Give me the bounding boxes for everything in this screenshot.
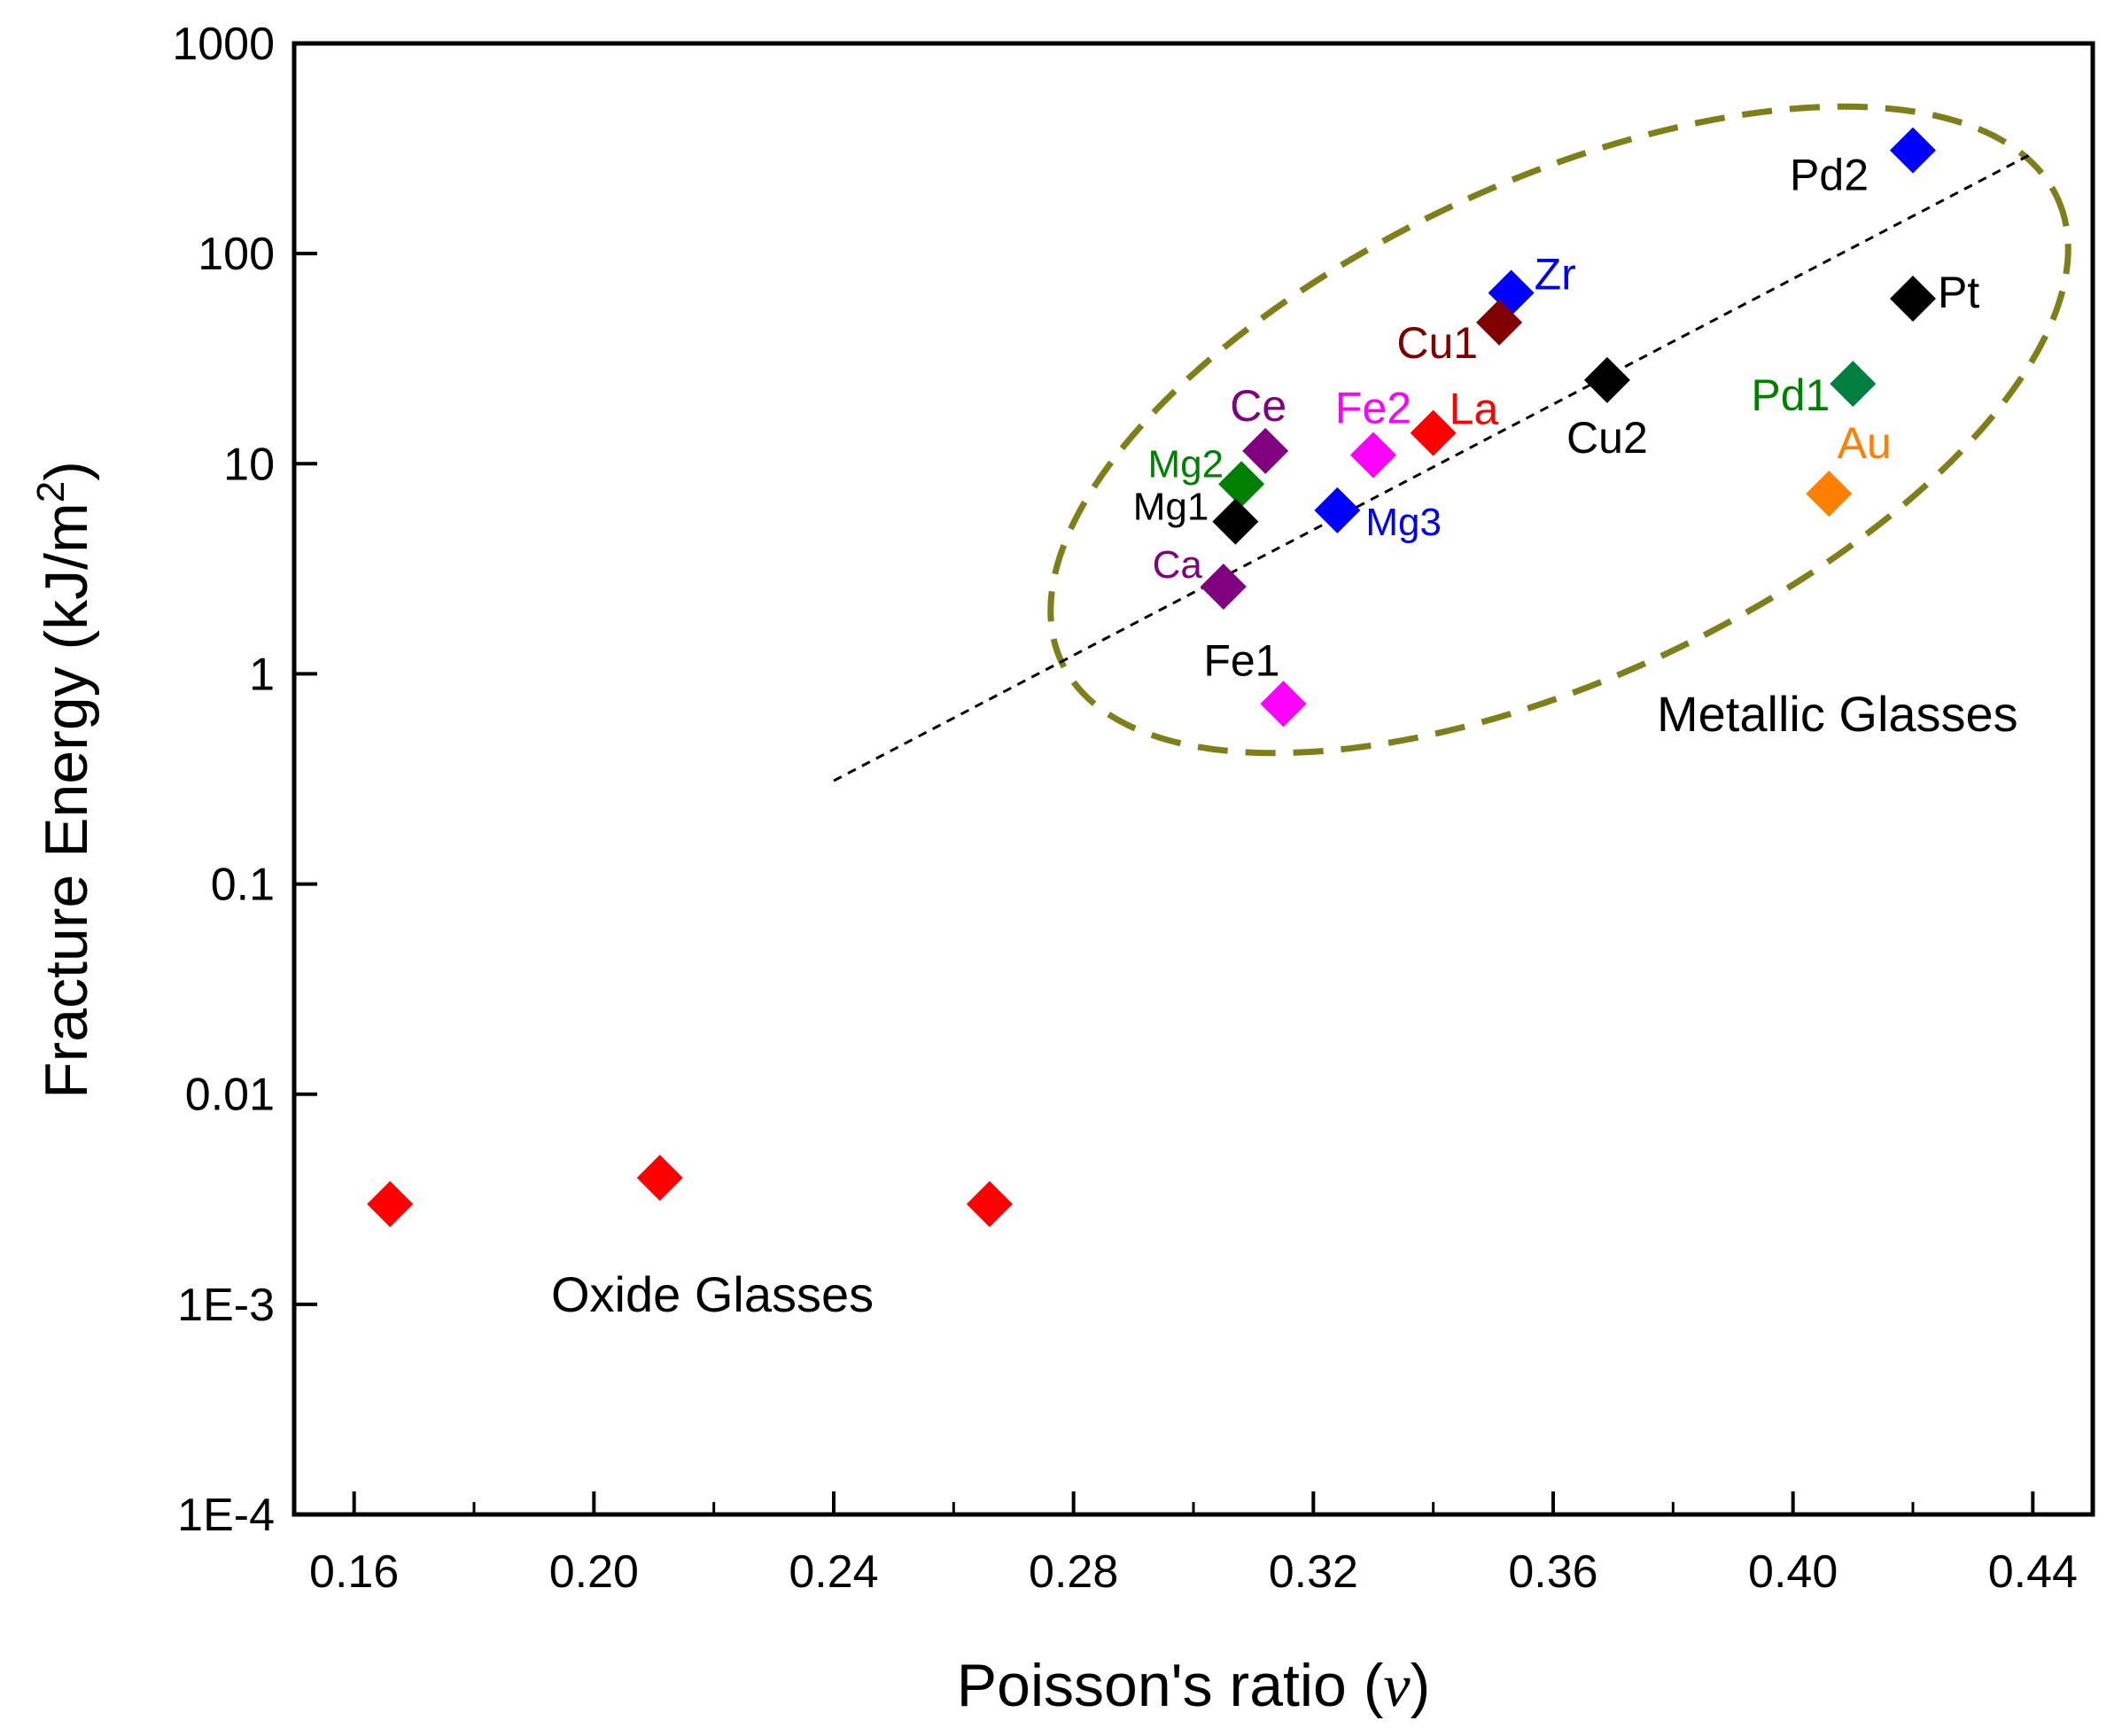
label-pd1: Pd1 [1751,370,1830,420]
oxide-glasses-label: Oxide Glasses [551,1266,874,1322]
x-tick-label: 0.24 [789,1546,878,1598]
point-ca [1200,564,1247,611]
y-tick-label: 10 [223,439,275,490]
point-mg1 [1212,498,1259,545]
y-tick-label: 1E-4 [177,1490,275,1541]
point-pd2 [1890,127,1936,174]
point-fe1 [1260,681,1307,728]
label-ca: Ca [1153,543,1203,587]
point-pt [1890,276,1936,323]
y-tick-label: 1E-3 [177,1280,275,1331]
x-tick-label: 0.40 [1748,1546,1838,1598]
x-tick-label: 0.44 [1988,1546,2078,1598]
y-tick-label: 1 [249,649,275,700]
point-mg3 [1314,487,1361,533]
y-tick-label: 1000 [172,19,275,70]
label-pt: Pt [1938,268,1979,317]
metallic-glasses-label: Metallic Glasses [1657,686,2018,742]
point-labels: Pd2 Zr Pt Cu1 Cu2 Pd1 La Ce Fe2 Mg2 Au Mg3 Mg1 Ca Fe1 [1133,151,1980,686]
label-zr: Zr [1535,250,1576,300]
point-oxide-3 [966,1180,1013,1227]
y-tick-label: 100 [198,229,275,280]
metallic-glasses-ellipse [1047,103,2071,757]
label-cu2: Cu2 [1566,413,1648,463]
y-tick-label: 0.1 [211,860,275,911]
label-ce: Ce [1230,381,1286,431]
y-tick-label: 0.01 [185,1070,275,1121]
x-tick-label: 0.36 [1508,1546,1597,1598]
point-oxide-2 [636,1155,683,1202]
point-fe2 [1350,432,1396,479]
y-axis-title: Fracture Energy (kJ/m2) [29,461,100,1099]
label-au: Au [1838,418,1892,468]
label-la: La [1450,385,1499,434]
data-points [367,127,1936,1227]
x-tick-label: 0.20 [549,1546,639,1598]
x-tick-label: 0.28 [1029,1546,1118,1598]
label-mg3: Mg3 [1365,501,1442,544]
point-oxide-1 [367,1180,414,1227]
label-cu1: Cu1 [1396,318,1478,368]
point-cu2 [1583,356,1630,403]
x-axis-ticks: 0.16 0.20 0.24 0.28 0.32 0.36 0.40 0.44 [309,1491,2078,1598]
label-fe2: Fe2 [1335,383,1411,432]
point-mg2 [1218,461,1265,508]
point-au [1806,471,1853,518]
point-cu1 [1476,299,1523,346]
label-mg2: Mg2 [1148,442,1224,486]
point-pd1 [1830,361,1877,408]
label-pd2: Pd2 [1790,151,1869,200]
x-axis-title: Poisson's ratio (ν) [957,1652,1430,1719]
x-tick-label: 0.32 [1269,1546,1358,1598]
x-tick-label: 0.16 [309,1546,399,1598]
label-mg1: Mg1 [1133,486,1209,529]
point-la [1410,409,1457,456]
y-axis-ticks: 1E-4 1E-3 0.01 0.1 1 10 100 1000 [172,19,317,1541]
trend-line [833,152,2034,782]
label-fe1: Fe1 [1203,635,1279,685]
point-ce [1242,427,1289,474]
